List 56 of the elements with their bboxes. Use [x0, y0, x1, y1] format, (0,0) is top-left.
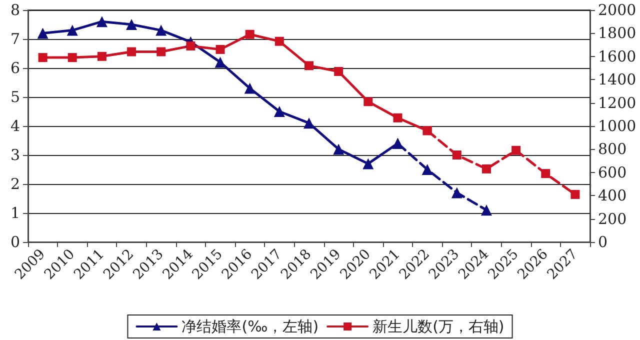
point: [541, 169, 550, 178]
y-tick-label: 5: [10, 88, 20, 106]
point: [333, 144, 344, 155]
y2-tick-label: 600: [598, 163, 627, 182]
y2-tick-label: 1800: [598, 24, 636, 42]
point: [156, 47, 166, 56]
point: [66, 24, 78, 36]
y-tick-label: 6: [10, 59, 20, 77]
point: [512, 146, 521, 155]
y-tick-label: 1: [10, 204, 20, 222]
point: [304, 118, 314, 129]
point: [156, 24, 167, 36]
y2-tick-label: 1000: [598, 117, 636, 135]
point: [216, 44, 225, 54]
legend-label: 新生儿数(万，右轴): [372, 318, 504, 336]
point: [127, 47, 136, 56]
y-tick-label: 2: [10, 175, 20, 193]
point: [96, 16, 108, 28]
point: [37, 28, 48, 39]
point: [214, 56, 226, 68]
point: [244, 82, 256, 94]
point: [334, 66, 344, 76]
point: [364, 97, 373, 106]
point: [570, 190, 580, 199]
y2-tick-label: 1200: [598, 94, 636, 112]
y2-tick-label: 400: [598, 186, 627, 205]
point: [68, 53, 77, 62]
y-tick-label: 4: [10, 117, 20, 135]
point: [186, 41, 196, 50]
y2-tick-label: 200: [598, 210, 627, 228]
point: [452, 150, 462, 160]
y2-tick-label: 2000: [598, 1, 636, 19]
y-tick-label: 8: [10, 1, 20, 19]
point: [392, 138, 404, 149]
y-tick-label: 0: [10, 233, 20, 251]
y-tick-label: 3: [10, 146, 20, 164]
legend-label: 净结婚率(‰，左轴): [182, 318, 319, 336]
point: [422, 164, 433, 175]
y-tick-label: 7: [10, 30, 20, 48]
point: [393, 113, 402, 122]
y2-tick-label: 1600: [598, 47, 636, 66]
point: [274, 36, 284, 46]
y2-tick-label: 1400: [598, 70, 636, 89]
point: [97, 52, 106, 61]
y2-tick-label: 800: [598, 140, 627, 158]
point: [274, 106, 285, 117]
point: [480, 204, 492, 216]
point: [451, 187, 462, 198]
point: [126, 19, 138, 30]
point: [362, 158, 374, 170]
point: [245, 30, 254, 39]
point: [422, 126, 432, 136]
y2-tick-label: 0: [598, 233, 608, 251]
point: [38, 53, 48, 62]
point: [304, 61, 314, 70]
point: [482, 164, 491, 174]
